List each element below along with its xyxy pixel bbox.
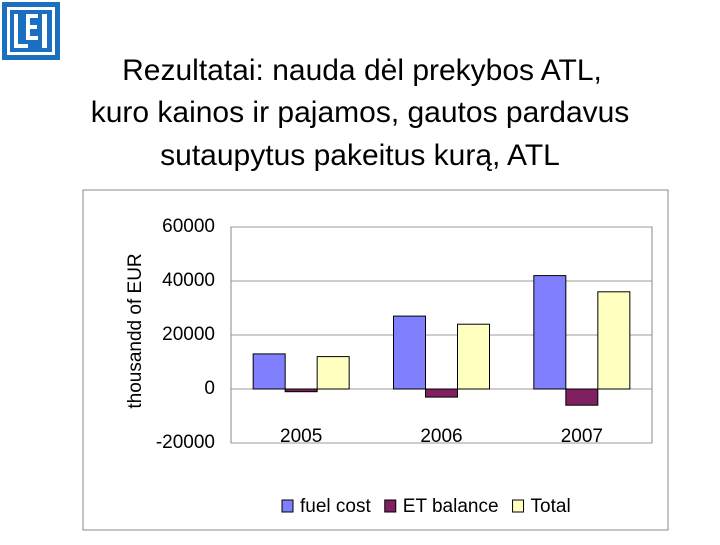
y-tick-label: 40000	[162, 270, 215, 291]
bar	[457, 323, 490, 390]
legend-swatch	[281, 499, 294, 513]
y-tick-label: 20000	[162, 324, 215, 345]
bar	[425, 388, 458, 398]
y-tick-label: -20000	[156, 432, 215, 453]
legend-label: ET balance	[403, 496, 499, 517]
bar	[565, 388, 599, 406]
y-axis-label: thousandd of EUR	[125, 253, 146, 408]
legend-swatch	[512, 499, 525, 513]
bar	[533, 275, 567, 390]
y-tick-label: 0	[204, 378, 215, 399]
x-tick-label: 2007	[561, 426, 603, 447]
y-tick-label: 60000	[162, 216, 215, 237]
bar	[284, 388, 318, 393]
legend-label: Total	[531, 496, 571, 517]
title-line: sutaupytus pakeitus kurą, ATL	[160, 139, 560, 172]
logo	[2, 2, 60, 60]
bar	[316, 356, 350, 390]
bar	[393, 315, 426, 390]
legend-label: fuel cost	[300, 496, 371, 517]
title-line: kuro kainos ir pajamos, gautos pardavus	[91, 96, 630, 129]
bar	[252, 353, 286, 390]
x-tick-label: 2006	[420, 426, 462, 447]
x-tick-label: 2005	[280, 426, 322, 447]
legend-swatch	[384, 499, 397, 513]
title-line: Rezultatai: nauda dėl prekybos ATL,	[122, 54, 602, 87]
bar	[597, 291, 631, 390]
